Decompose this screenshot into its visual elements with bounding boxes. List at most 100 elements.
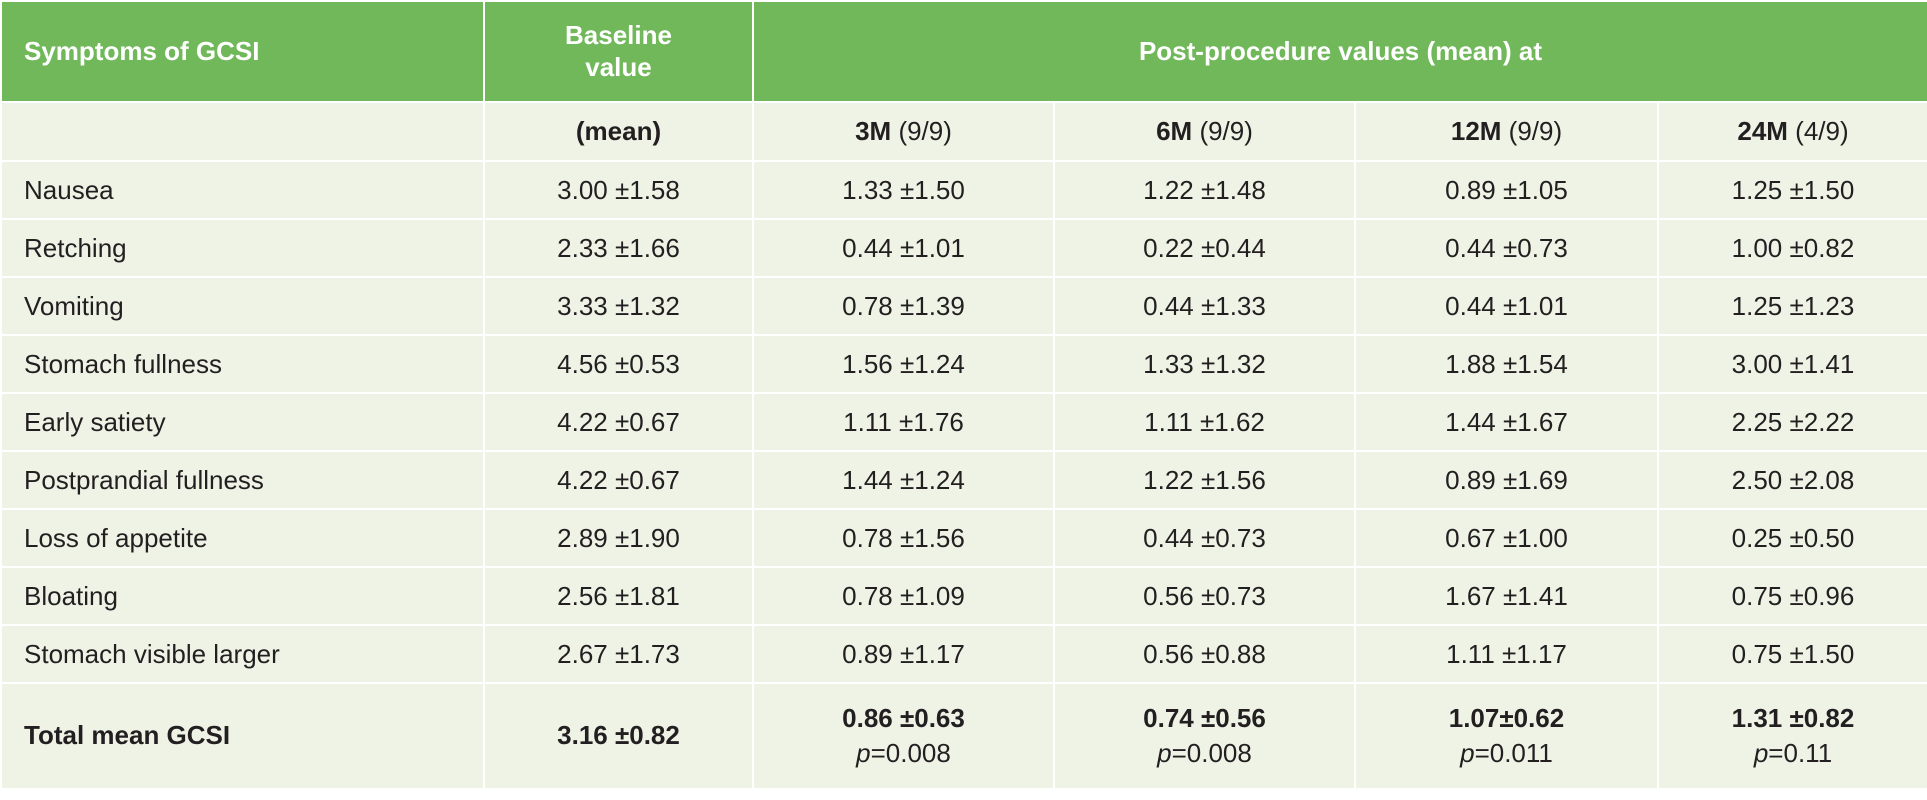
p-symbol: p xyxy=(1753,738,1769,768)
value-cell: 4.22 ±0.67 xyxy=(483,392,754,452)
symptom-cell: Bloating xyxy=(0,566,485,626)
value-cell: 1.11 ±1.17 xyxy=(1354,624,1659,684)
value-cell: 1.11 ±1.62 xyxy=(1053,392,1356,452)
total-value: 1.07±0.62 xyxy=(1448,702,1565,733)
total-label: Total mean GCSI xyxy=(0,682,485,790)
value-cell: 0.25 ±0.50 xyxy=(1657,508,1927,568)
cell: (mean) xyxy=(483,101,754,162)
value-cell: 1.44 ±1.67 xyxy=(1354,392,1659,452)
p-value: p=0.008 xyxy=(762,736,1045,771)
value-cell: 0.44 ±1.33 xyxy=(1053,276,1356,336)
value-cell: 0.67 ±1.00 xyxy=(1354,508,1659,568)
value-cell: 2.25 ±2.22 xyxy=(1657,392,1927,452)
value-cell: 2.50 ±2.08 xyxy=(1657,450,1927,510)
data-row: Postprandial fullness 4.22 ±0.67 1.44 ±1.2… xyxy=(0,450,1927,510)
cell: 3M (9/9) xyxy=(752,101,1055,162)
total-value: 0.74 ±0.56 xyxy=(1143,702,1266,733)
cell xyxy=(0,101,485,162)
symptom-cell: Stomach fullness xyxy=(0,334,485,394)
header-cell: Symptoms of GCSI xyxy=(0,0,485,103)
column-count: (9/9) xyxy=(1199,116,1253,146)
symptom-cell: Loss of appetite xyxy=(0,508,485,568)
column-label: 12M xyxy=(1450,116,1502,146)
total-value: 1.31 ±0.82 xyxy=(1731,702,1855,733)
value-cell: 3.00 ±1.58 xyxy=(483,160,754,220)
value-cell: 2.89 ±1.90 xyxy=(483,508,754,568)
header-cell: Post-procedure values (mean) at xyxy=(752,0,1927,103)
value-cell: 0.89 ±1.17 xyxy=(752,624,1055,684)
value-cell: 0.44 ±0.73 xyxy=(1354,218,1659,278)
value-cell: 0.44 ±0.73 xyxy=(1053,508,1356,568)
total-cell: 0.86 ±0.63 p=0.008 xyxy=(752,682,1055,790)
column-label: 6M xyxy=(1156,116,1193,146)
value-cell: 1.56 ±1.24 xyxy=(752,334,1055,394)
symptom-cell: Retching xyxy=(0,218,485,278)
p-symbol: p xyxy=(1460,738,1475,768)
value-cell: 3.33 ±1.32 xyxy=(483,276,754,336)
value-cell: 2.67 ±1.73 xyxy=(483,624,754,684)
value-cell: 0.22 ±0.44 xyxy=(1053,218,1356,278)
value-cell: 0.78 ±1.56 xyxy=(752,508,1055,568)
cell: 24M (4/9) xyxy=(1657,101,1927,162)
value-cell: 3.00 ±1.41 xyxy=(1657,334,1927,394)
value-cell: 0.44 ±1.01 xyxy=(752,218,1055,278)
total-value: 0.86 ±0.63 xyxy=(842,702,965,733)
data-row: Stomach fullness 4.56 ±0.53 1.56 ±1.24 1.33… xyxy=(0,334,1927,394)
value-cell: 0.78 ±1.39 xyxy=(752,276,1055,336)
header-row: Symptoms of GCSI Baseline value Post-pro… xyxy=(0,0,1927,103)
value-cell: 2.33 ±1.66 xyxy=(483,218,754,278)
value-cell: 1.25 ±1.23 xyxy=(1657,276,1927,336)
value-cell: 1.44 ±1.24 xyxy=(752,450,1055,510)
value-cell: 1.00 ±0.82 xyxy=(1657,218,1927,278)
data-row: Vomiting 3.33 ±1.32 0.78 ±1.39 0.44 ±1.33 0.… xyxy=(0,276,1927,336)
value-cell: 1.67 ±1.41 xyxy=(1354,566,1659,626)
value-cell: 0.56 ±0.73 xyxy=(1053,566,1356,626)
data-row: Loss of appetite 2.89 ±1.90 0.78 ±1.56 0.44… xyxy=(0,508,1927,568)
value-cell: 0.56 ±0.88 xyxy=(1053,624,1356,684)
p-number: =0.008 xyxy=(1171,738,1252,768)
symptom-cell: Early satiety xyxy=(0,392,485,452)
symptom-cell: Vomiting xyxy=(0,276,485,336)
value-cell: 2.56 ±1.81 xyxy=(483,566,754,626)
value-cell: 1.33 ±1.32 xyxy=(1053,334,1356,394)
value-cell: 1.11 ±1.76 xyxy=(752,392,1055,452)
value-cell: 4.56 ±0.53 xyxy=(483,334,754,394)
p-number: =0.11 xyxy=(1768,738,1833,768)
total-row: Total mean GCSI 3.16 ±0.82 0.86 ±0.63 p=0.0… xyxy=(0,682,1927,790)
value-cell: 0.75 ±1.50 xyxy=(1657,624,1927,684)
data-row: Stomach visible larger 2.67 ±1.73 0.89 ±1.… xyxy=(0,624,1927,684)
data-row: Early satiety 4.22 ±0.67 1.11 ±1.76 1.11 ±1… xyxy=(0,392,1927,452)
symptom-cell: Nausea xyxy=(0,160,485,220)
total-cell: 1.31 ±0.82 p=0.11 xyxy=(1657,682,1927,790)
p-value: p=0.011 xyxy=(1364,736,1649,771)
value-cell: 0.44 ±1.01 xyxy=(1354,276,1659,336)
cell: 6M (9/9) xyxy=(1053,101,1356,162)
value-cell: 1.33 ±1.50 xyxy=(752,160,1055,220)
data-row: Retching 2.33 ±1.66 0.44 ±1.01 0.22 ±0.44 0.… xyxy=(0,218,1927,278)
column-count: (9/9) xyxy=(898,116,952,146)
symptom-cell: Stomach visible larger xyxy=(0,624,485,684)
p-symbol: p xyxy=(856,738,871,768)
value-cell: 1.22 ±1.56 xyxy=(1053,450,1356,510)
value-cell: 0.89 ±1.05 xyxy=(1354,160,1659,220)
value-cell: 0.89 ±1.69 xyxy=(1354,450,1659,510)
p-symbol: p xyxy=(1157,738,1172,768)
symptom-cell: Postprandial fullness xyxy=(0,450,485,510)
header-text: Baseline value xyxy=(565,20,672,82)
value-cell: 0.78 ±1.09 xyxy=(752,566,1055,626)
value-cell: 4.22 ±0.67 xyxy=(483,450,754,510)
data-row: Bloating 2.56 ±1.81 0.78 ±1.09 0.56 ±0.73 1.… xyxy=(0,566,1927,626)
column-label: 3M xyxy=(855,116,892,146)
p-value: p=0.008 xyxy=(1063,736,1346,771)
value-cell: 0.75 ±0.96 xyxy=(1657,566,1927,626)
value-cell: 1.25 ±1.50 xyxy=(1657,160,1927,220)
cell: 12M (9/9) xyxy=(1354,101,1659,162)
total-cell: 0.74 ±0.56 p=0.008 xyxy=(1053,682,1356,790)
column-label: 24M xyxy=(1737,116,1788,146)
value-cell: 1.22 ±1.48 xyxy=(1053,160,1356,220)
subheader-row: (mean) 3M (9/9) 6M (9/9) 12M (9/9) 24M (4/9) xyxy=(0,101,1927,162)
header-cell: Baseline value xyxy=(483,0,754,103)
